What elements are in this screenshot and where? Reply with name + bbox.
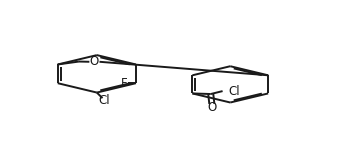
Text: F: F [121, 77, 127, 90]
Text: O: O [90, 55, 99, 68]
Text: O: O [207, 101, 217, 114]
Text: Cl: Cl [228, 85, 240, 98]
Text: Cl: Cl [98, 94, 110, 107]
